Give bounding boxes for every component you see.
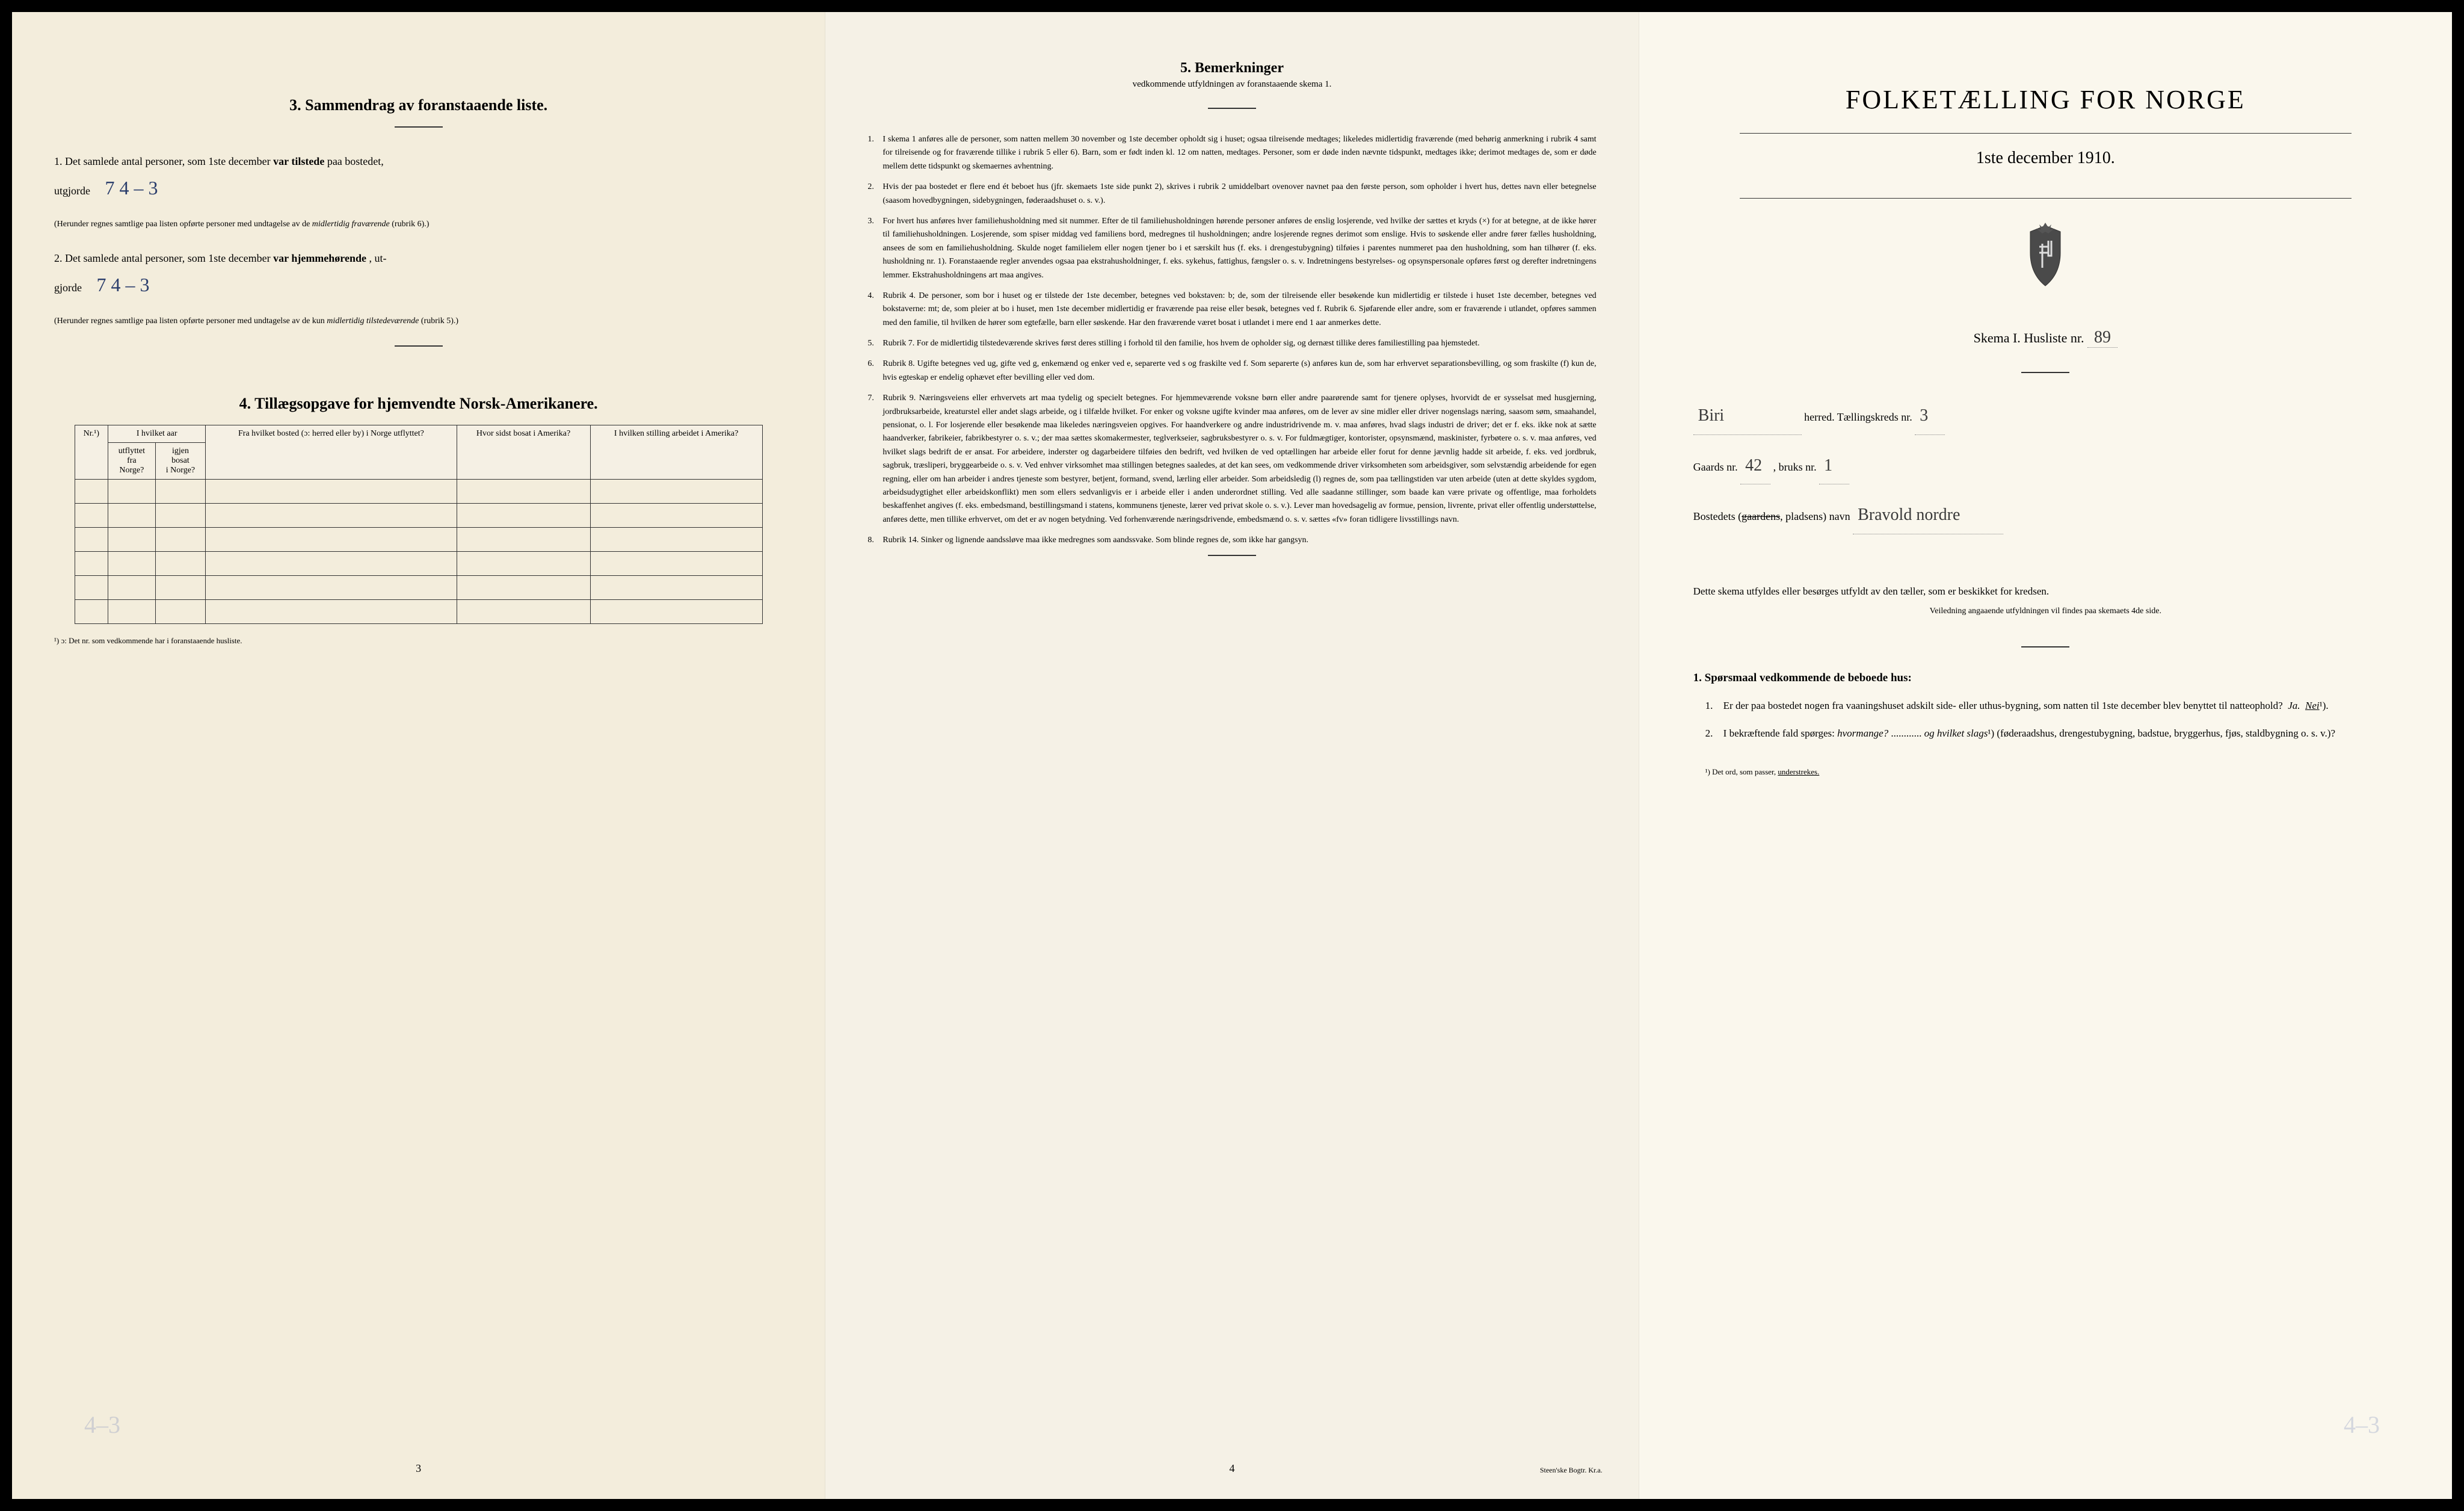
instruction-small: Veiledning angaaende utfyldningen vil fi… — [1663, 607, 2428, 616]
th-nr: Nr.¹) — [75, 425, 108, 479]
remark: 4.Rubrik 4. De personer, som bor i huset… — [867, 289, 1596, 330]
gaards-line: Gaards nr. 42 , bruks nr. 1 — [1693, 447, 2398, 485]
bruks-number: 1 — [1819, 447, 1849, 485]
divider — [1740, 133, 2352, 134]
remarks-subtitle: vedkommende utfyldningen av foranstaaend… — [849, 79, 1614, 90]
item-1-note: (Herunder regnes samtlige paa listen opf… — [54, 218, 783, 230]
th-position: I hvilken stilling arbeidet i Amerika? — [590, 425, 762, 479]
question-2: 2. I bekræftende fald spørges: hvormange… — [1705, 725, 2386, 743]
remark: 5.Rubrik 7. For de midlertidig tilstedev… — [867, 337, 1596, 350]
divider — [2021, 372, 2069, 373]
footnote-3: ¹) Det ord, som passer, understrekes. — [1705, 767, 2386, 777]
remark: 7.Rubrik 9. Næringsveiens eller erhverve… — [867, 392, 1596, 527]
page-middle: 5. Bemerkninger vedkommende utfyldningen… — [825, 12, 1639, 1499]
table-row — [75, 479, 762, 503]
divider — [1208, 108, 1256, 109]
herred-line: Biri herred. Tællingskreds nr. 3 — [1693, 397, 2398, 435]
question-1: 1. Er der paa bostedet nogen fra vaaning… — [1705, 697, 2386, 715]
remarks-list: 1.I skema 1 anføres alle de personer, so… — [849, 133, 1614, 548]
th-year-group: I hvilket aar — [108, 425, 206, 442]
question-heading: 1. Spørsmaal vedkommende de beboede hus: — [1693, 672, 2398, 685]
remark: 2.Hvis der paa bostedet er flere end ét … — [867, 181, 1596, 208]
gaards-number: 42 — [1740, 447, 1770, 485]
page-right: FOLKETÆLLING FOR NORGE 1ste december 191… — [1639, 12, 2452, 1499]
printer-credit: Steen'ske Bogtr. Kr.a. — [1540, 1466, 1603, 1475]
divider — [1208, 555, 1256, 556]
table-row — [75, 599, 762, 623]
remark: 1.I skema 1 anføres alle de personer, so… — [867, 133, 1596, 173]
remark: 3.For hvert hus anføres hver familiehush… — [867, 215, 1596, 282]
bosted-line: Bostedets (gaardens, pladsens) navn Brav… — [1693, 496, 2398, 534]
divider — [1740, 198, 2352, 199]
remark: 6.Rubrik 8. Ugifte betegnes ved ug, gift… — [867, 357, 1596, 385]
herred-name: Biri — [1693, 397, 1802, 435]
faint-mark: 4–3 — [2344, 1411, 2380, 1439]
item-2: 2. Det samlede antal personer, som 1ste … — [54, 249, 783, 303]
census-date: 1ste december 1910. — [1663, 149, 2428, 168]
answer-nei: Nei — [2305, 700, 2320, 711]
bosted-name: Bravold nordre — [1853, 496, 2003, 534]
remark: 8.Rubrik 14. Sinker og lignende aandsslø… — [867, 534, 1596, 547]
page-left: 3. Sammendrag av foranstaaende liste. 1.… — [12, 12, 825, 1499]
faint-mark: 4–3 — [84, 1411, 120, 1439]
skema-line: Skema I. Husliste nr. 89 — [1663, 328, 2428, 348]
coat-of-arms — [1663, 223, 2428, 292]
page-number: 3 — [416, 1462, 421, 1475]
handwritten-count-1: 7 4 – 3 — [93, 177, 170, 199]
handwritten-count-2: 7 4 – 3 — [84, 274, 161, 295]
divider — [2021, 646, 2069, 647]
table-row — [75, 527, 762, 551]
item-1: 1. Det samlede antal personer, som 1ste … — [54, 152, 783, 206]
kreds-number: 3 — [1915, 397, 1945, 435]
remarks-title: 5. Bemerkninger — [849, 60, 1614, 76]
husliste-number: 89 — [2087, 328, 2118, 348]
table-row — [75, 575, 762, 599]
section3-heading: 3. Sammendrag av foranstaaende liste. — [36, 96, 801, 114]
census-title: FOLKETÆLLING FOR NORGE — [1663, 84, 2428, 115]
divider — [395, 126, 443, 128]
section4-heading: 4. Tillægsopgave for hjemvendte Norsk-Am… — [36, 395, 801, 413]
th-where: Hvor sidst bosat i Amerika? — [457, 425, 590, 479]
table-row — [75, 503, 762, 527]
americans-table: Nr.¹) I hvilket aar Fra hvilket bosted (… — [75, 425, 763, 624]
item-2-note: (Herunder regnes samtlige paa listen opf… — [54, 315, 783, 327]
table-row — [75, 551, 762, 575]
instruction-text: Dette skema utfyldes eller besørges utfy… — [1693, 582, 2398, 601]
table-footnote: ¹) ɔ: Det nr. som vedkommende har i fora… — [54, 636, 783, 646]
th-from: Fra hvilket bosted (ɔ: herred eller by) … — [206, 425, 457, 479]
divider — [395, 345, 443, 347]
crest-icon — [2018, 223, 2072, 289]
page-number: 4 — [1229, 1462, 1234, 1475]
th-back: igjenbosati Norge? — [155, 442, 206, 479]
th-out: utflyttetfraNorge? — [108, 442, 156, 479]
table-body — [75, 479, 762, 623]
